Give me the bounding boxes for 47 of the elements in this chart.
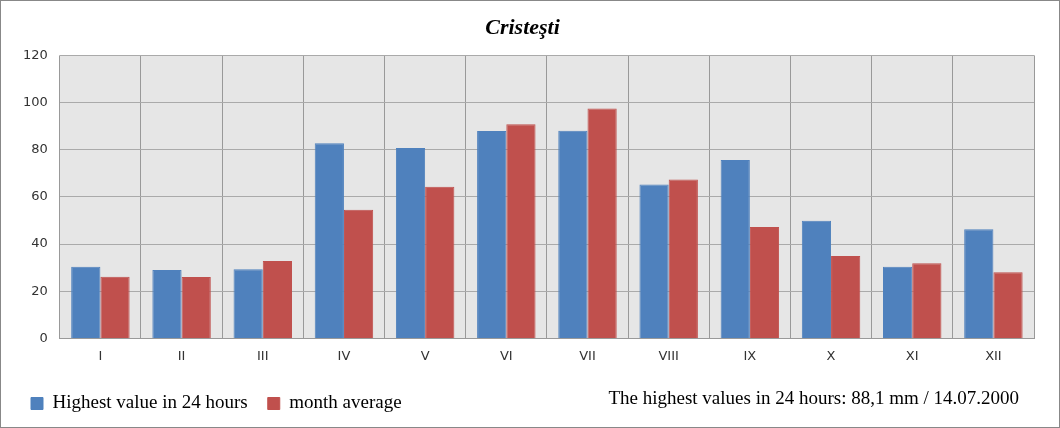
bar [831, 256, 861, 338]
x-tick-label: XI [905, 347, 919, 363]
bar [152, 270, 182, 338]
y-tick-label: 120 [22, 46, 48, 62]
y-tick-label: 20 [31, 282, 48, 298]
bar [883, 266, 913, 338]
bar [749, 227, 780, 338]
bar [587, 108, 617, 338]
y-tick-label: 100 [22, 93, 48, 109]
x-tick-label: XII [985, 347, 1002, 363]
x-tick-label: I [98, 347, 103, 363]
bar [993, 272, 1023, 338]
x-tick-label: X [826, 347, 836, 363]
bar [71, 266, 101, 338]
x-tick-label: V [420, 347, 430, 363]
bar [233, 269, 263, 338]
bar [181, 277, 211, 338]
x-tick-label: IX [743, 347, 757, 363]
x-tick-label: VIII [658, 347, 679, 363]
bar [668, 179, 698, 338]
x-tick-label: IV [337, 347, 351, 363]
bar [343, 209, 374, 338]
bar [912, 263, 942, 338]
bar [477, 131, 507, 338]
chart-title: Cristeşti [485, 13, 561, 39]
bar [314, 143, 344, 338]
y-tick-label: 0 [39, 329, 48, 345]
legend-label: Highest value in 24 hours [52, 391, 248, 413]
x-tick-label: III [257, 347, 269, 363]
bar [801, 220, 832, 338]
x-tick-label: II [177, 347, 186, 363]
bar [262, 261, 292, 338]
bar [558, 130, 588, 338]
bar [964, 229, 994, 338]
bar [506, 124, 536, 338]
bar [100, 276, 130, 338]
y-tick-label: 80 [31, 141, 48, 157]
y-tick-label: 40 [31, 235, 48, 251]
bar [425, 186, 455, 338]
text: The highest values in 24 hours: 88,1 mm / 14.07.2000 [608, 386, 1019, 408]
legend-label: month average [289, 391, 402, 413]
y-tick-label: 60 [31, 188, 48, 204]
bar [720, 160, 750, 338]
x-tick-label: VI [499, 347, 513, 363]
bar [639, 184, 669, 338]
x-tick-label: VII [579, 347, 596, 363]
bar [395, 148, 426, 338]
